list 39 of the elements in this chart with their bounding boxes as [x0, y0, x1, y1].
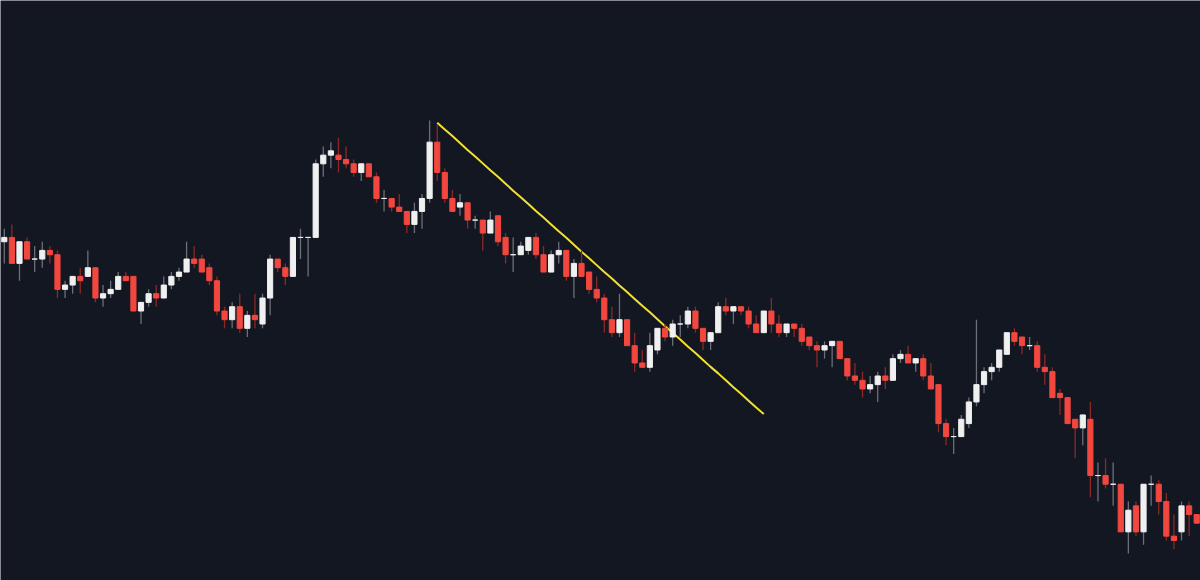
candlestick — [1125, 500, 1132, 555]
candlestick — [631, 332, 638, 373]
candlestick — [16, 241, 23, 282]
candlestick — [1079, 414, 1086, 446]
candlestick — [39, 241, 46, 269]
candlestick — [669, 319, 676, 347]
candlestick — [456, 193, 464, 217]
candlestick — [191, 245, 198, 269]
candlestick — [958, 414, 965, 438]
candlestick — [570, 258, 577, 299]
candlestick — [540, 245, 547, 273]
candlestick — [77, 267, 84, 295]
candlestick — [692, 306, 699, 334]
candlestick — [153, 284, 160, 308]
candlestick — [616, 293, 623, 338]
candlestick — [84, 249, 91, 278]
candlestick — [1003, 332, 1010, 355]
candlestick — [403, 210, 410, 234]
candlestick — [1102, 457, 1109, 490]
candlestick — [251, 293, 259, 329]
candlestick — [1170, 513, 1177, 550]
candlestick — [464, 202, 471, 230]
candlestick — [487, 210, 494, 234]
candlestick — [677, 314, 684, 338]
candlestick — [229, 301, 236, 329]
candlestick — [699, 327, 707, 351]
candlestick — [882, 366, 889, 390]
candlestick — [1034, 340, 1041, 373]
candlestick — [532, 232, 540, 260]
candlestick — [1, 228, 8, 265]
candlestick — [244, 310, 251, 338]
candlestick — [236, 293, 243, 334]
candlestick — [479, 219, 486, 252]
candlestick — [31, 245, 38, 273]
candlestick — [160, 275, 167, 299]
candlestick — [760, 310, 767, 334]
candlestick — [137, 301, 145, 325]
candlestick — [684, 306, 691, 329]
candlestick — [24, 236, 31, 260]
